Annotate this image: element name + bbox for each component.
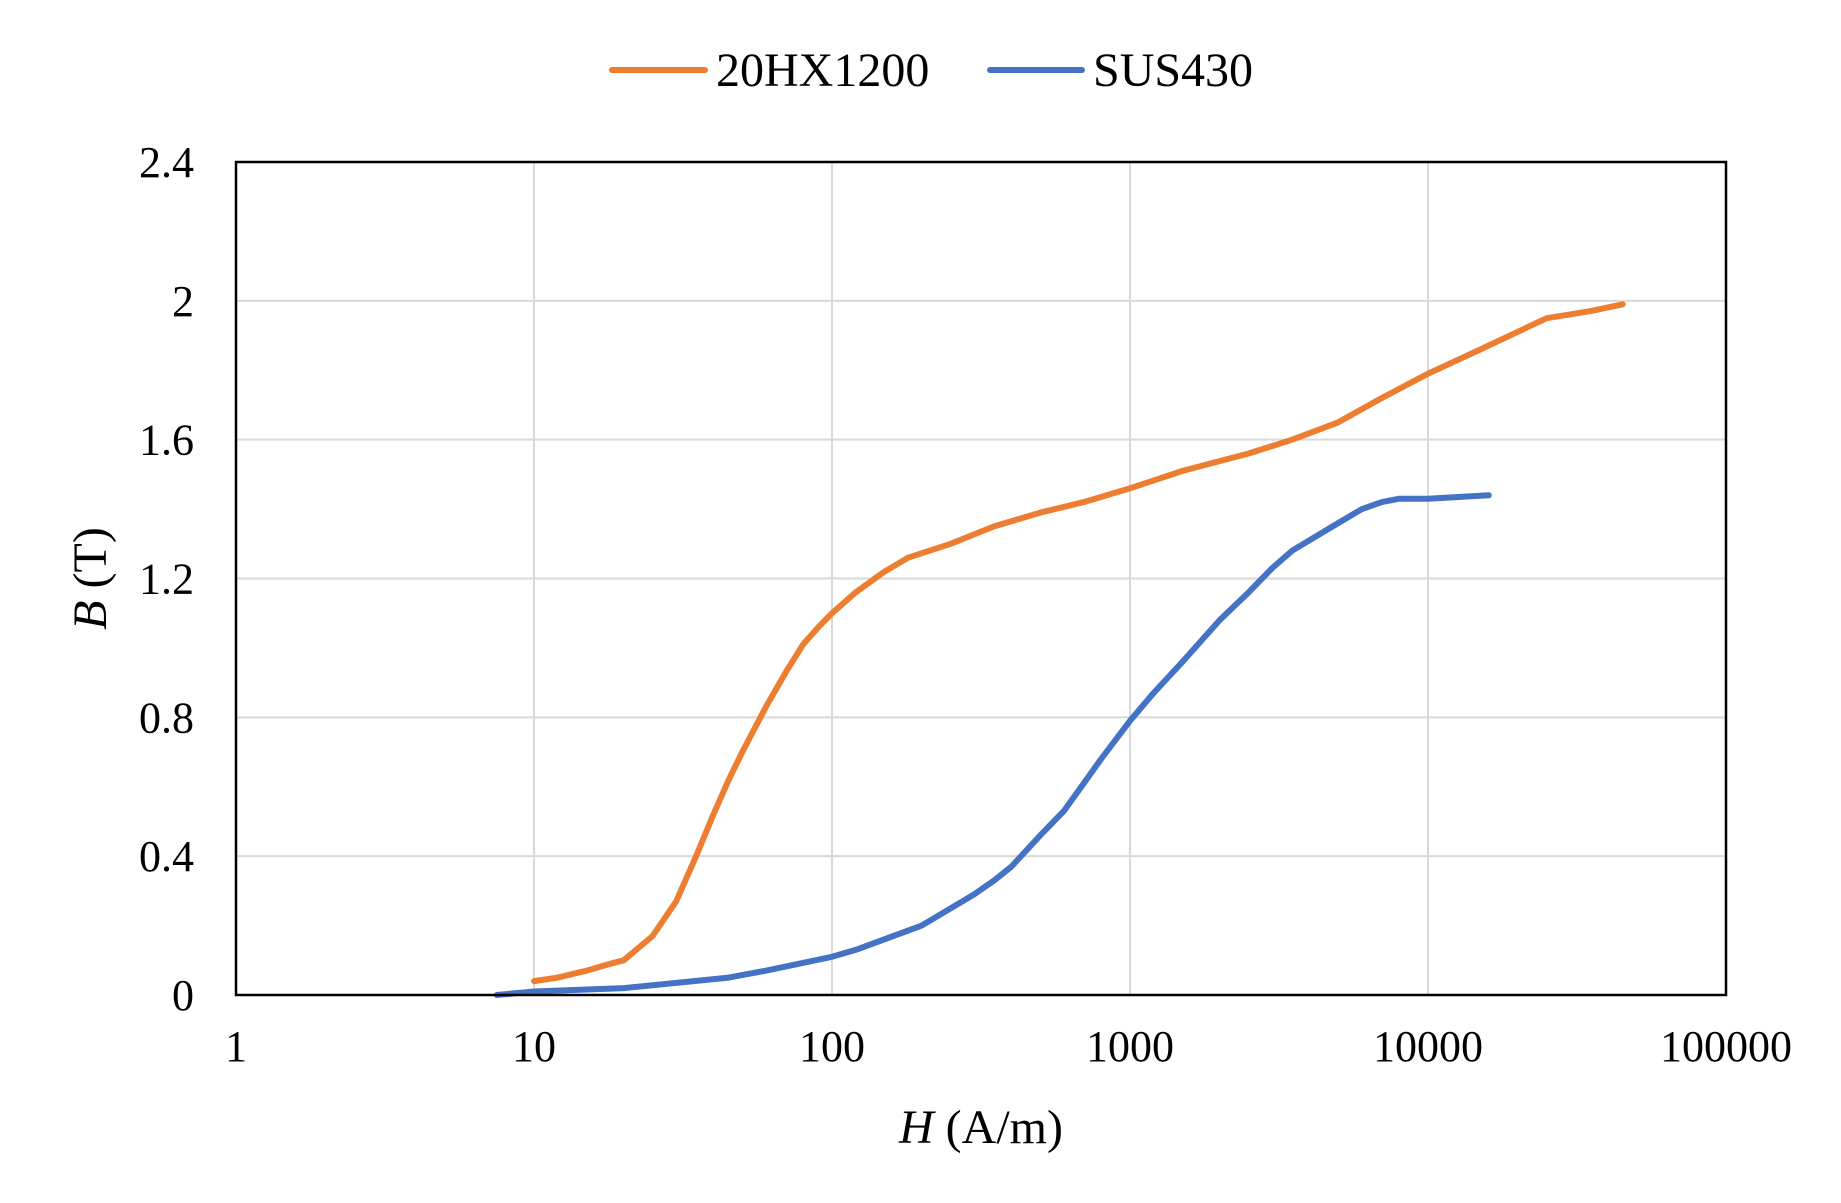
legend: 20HX1200 SUS430 <box>609 44 1253 97</box>
x-axis-symbol: H <box>898 1101 936 1154</box>
y-axis-title: B (T) <box>64 527 117 630</box>
y-tick-label: 2 <box>172 277 194 326</box>
series-line-sus430 <box>493 492 1492 998</box>
x-axis-unit: (A/m) <box>934 1101 1063 1154</box>
legend-label-20hx1200: 20HX1200 <box>716 44 929 97</box>
x-tick-label: 10000 <box>1373 1022 1483 1071</box>
y-tick-label: 0.4 <box>139 832 194 881</box>
y-tick-labels: 0 0.4 0.8 1.2 1.6 2 2.4 <box>139 138 194 1020</box>
x-axis-title: H (A/m) <box>898 1101 1063 1154</box>
legend-label-sus430: SUS430 <box>1093 44 1253 97</box>
y-tick-label: 2.4 <box>139 138 194 187</box>
x-tick-label: 1 <box>225 1022 247 1071</box>
y-tick-label: 0 <box>172 971 194 1020</box>
plot-frame <box>234 160 1728 997</box>
x-tick-label: 100000 <box>1660 1022 1792 1071</box>
y-axis-unit: (T) <box>64 527 117 600</box>
y-tick-label: 1.2 <box>139 555 194 604</box>
x-tick-label: 100 <box>799 1022 865 1071</box>
series-layer <box>493 301 1626 998</box>
x-tick-label: 1000 <box>1086 1022 1174 1071</box>
x-tick-label: 10 <box>512 1022 556 1071</box>
series-line-20hx1200 <box>531 301 1626 985</box>
y-tick-label: 1.6 <box>139 416 194 465</box>
gridlines <box>235 161 1727 996</box>
y-axis-symbol: B <box>64 600 117 629</box>
x-tick-labels: 1 10 100 1000 10000 100000 <box>225 1022 1792 1071</box>
y-tick-label: 0.8 <box>139 693 194 742</box>
